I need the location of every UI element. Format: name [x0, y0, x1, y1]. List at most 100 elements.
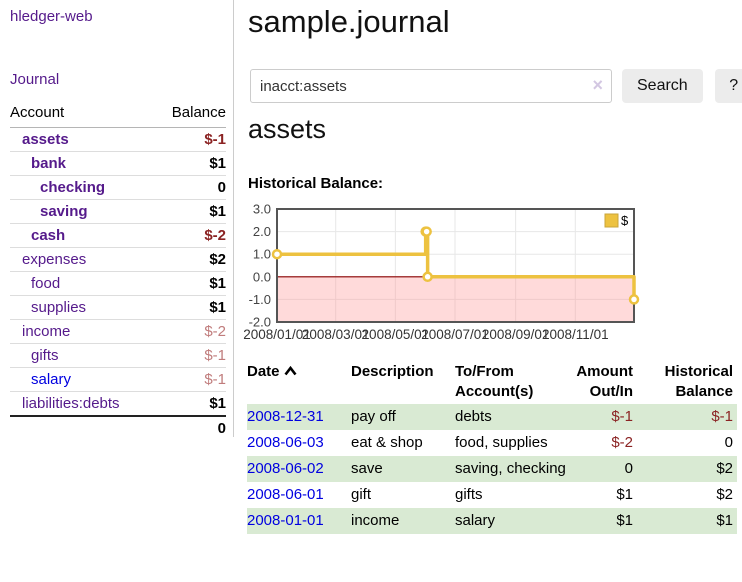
- sort-ascending-icon: [283, 363, 297, 383]
- balance-chart-svg[interactable]: $3.0 2.0 1.0 0.0 -1.0 -2.02008/01/012008/03/0…: [243, 202, 640, 342]
- y-axis-tick-label: 0.0: [253, 269, 271, 284]
- accounts-total-row: 0: [10, 415, 226, 440]
- sidebar-account-link-cash[interactable]: cash: [31, 227, 66, 244]
- account-row: income $-2: [10, 319, 226, 344]
- account-row: gifts $-1: [10, 343, 226, 368]
- transaction-balance: 0: [724, 434, 733, 451]
- transaction-description: income: [351, 512, 400, 529]
- clear-search-icon[interactable]: ×: [592, 75, 603, 95]
- sidebar-account-link-food[interactable]: food: [31, 275, 61, 292]
- historical-balance-chart[interactable]: $3.0 2.0 1.0 0.0 -1.0 -2.0 2008/01/01 2008/03/0…: [243, 202, 640, 342]
- sidebar-account-link-checking[interactable]: checking: [40, 179, 106, 196]
- y-axis-tick-label: -1.0: [249, 292, 271, 307]
- search-button[interactable]: Search: [622, 69, 703, 103]
- accounts-table: Account Balance assets $-1 bank $1 check…: [10, 102, 226, 440]
- legend-swatch: [604, 213, 619, 228]
- sidebar-account-link-expenses[interactable]: expenses: [22, 251, 87, 268]
- account-row: checking 0: [10, 175, 226, 200]
- transaction-date-link[interactable]: 2008-06-03: [247, 434, 324, 451]
- accounts-header-row: Account Balance: [10, 102, 226, 128]
- transaction-description: gift: [351, 486, 372, 503]
- sidebar-account-link-saving[interactable]: saving: [40, 203, 88, 220]
- accounts-total-balance: 0: [154, 415, 226, 440]
- account-heading: assets: [248, 114, 327, 144]
- x-axis-tick-label: 2008/09/01: [482, 327, 550, 342]
- account-row: cash $-2: [10, 223, 226, 248]
- transaction-date-link[interactable]: 2008-12-31: [247, 408, 324, 425]
- register-header-date[interactable]: Date: [247, 360, 347, 404]
- sidebar-divider: [233, 0, 234, 437]
- register-row: 2008-06-03 eat & shop food, supplies $-2…: [247, 430, 737, 456]
- register-table: Date Description To/From Account(s) Amou…: [247, 360, 737, 534]
- account-balance: $2: [154, 247, 226, 272]
- search-input-wrap: ×: [250, 69, 612, 103]
- register-header-description: Description: [351, 363, 434, 380]
- account-balance: $1: [154, 271, 226, 296]
- account-balance: $-2: [154, 223, 226, 248]
- register-row: 2008-12-31 pay off debts $-1 $-1: [247, 404, 737, 430]
- transaction-amount: $-2: [611, 434, 633, 451]
- account-balance: $1: [154, 391, 226, 417]
- sidebar-account-link-supplies[interactable]: supplies: [31, 299, 87, 316]
- register-header-date-label: Date: [247, 363, 280, 380]
- y-axis-tick-label: 1.0: [253, 247, 271, 262]
- transaction-amount: 0: [624, 460, 633, 477]
- accounts-total-spacer: [10, 415, 155, 440]
- register-row: 2008-06-01 gift gifts $1 $2: [247, 482, 737, 508]
- y-axis-tick-label: 3.0: [253, 202, 271, 217]
- account-balance: $-1: [154, 127, 226, 152]
- page-title: sample.journal: [248, 4, 450, 39]
- transaction-description: eat & shop: [351, 434, 423, 451]
- data-point-marker: [421, 226, 432, 237]
- account-balance: $-2: [154, 319, 226, 344]
- account-row: supplies $1: [10, 295, 226, 320]
- register-header-accounts: To/From Account(s): [455, 363, 534, 400]
- x-axis-tick-label: 2008/03/01: [302, 327, 370, 342]
- plot-border: [276, 208, 635, 323]
- transaction-date-link[interactable]: 2008-06-01: [247, 486, 324, 503]
- sidebar-account-link-assets[interactable]: assets: [22, 131, 69, 148]
- y-axis-tick-label: 2.0: [253, 224, 271, 239]
- account-balance: $-1: [154, 367, 226, 392]
- transaction-accounts: debts: [455, 408, 492, 425]
- transaction-balance: $-1: [711, 408, 733, 425]
- transaction-balance: $2: [716, 486, 733, 503]
- transaction-amount: $-1: [611, 408, 633, 425]
- data-point-marker: [271, 248, 283, 260]
- chart-title: Historical Balance:: [248, 175, 384, 192]
- account-row: bank $1: [10, 151, 226, 176]
- register-header-balance: Historical Balance: [664, 363, 733, 400]
- x-axis-tick-label: 2008/05/01: [362, 327, 430, 342]
- account-balance: 0: [154, 175, 226, 200]
- negative-region: [277, 276, 634, 322]
- legend-label: $: [621, 213, 629, 228]
- account-balance: $1: [154, 199, 226, 224]
- transaction-date-link[interactable]: 2008-06-02: [247, 460, 324, 477]
- x-axis-tick-label: 2008/07/01: [421, 327, 489, 342]
- transaction-accounts: saving, checking: [455, 460, 566, 477]
- data-point-marker: [422, 271, 433, 283]
- register-header-row: Date Description To/From Account(s) Amou…: [247, 360, 737, 404]
- transaction-accounts: food, supplies: [455, 434, 548, 451]
- sidebar-account-link-salary[interactable]: salary: [31, 371, 72, 388]
- search-bar: × Search ?: [250, 69, 742, 103]
- brand-link[interactable]: hledger-web: [10, 8, 93, 25]
- sidebar-account-link-bank[interactable]: bank: [31, 155, 67, 172]
- transaction-date-link[interactable]: 2008-01-01: [247, 512, 324, 529]
- y-axis-tick-label: -2.0: [249, 315, 271, 330]
- help-button[interactable]: ?: [714, 69, 742, 103]
- search-input[interactable]: [250, 69, 612, 103]
- transaction-accounts: salary: [455, 512, 496, 529]
- sidebar-account-link-gifts[interactable]: gifts: [31, 347, 59, 364]
- sidebar-account-link-liabilities-debts[interactable]: liabilities:debts: [22, 395, 120, 412]
- account-row: saving $1: [10, 199, 226, 224]
- transaction-amount: $1: [616, 512, 633, 529]
- transaction-balance: $2: [716, 460, 733, 477]
- sidebar-item-journal[interactable]: Journal: [10, 71, 60, 88]
- sidebar-account-link-income[interactable]: income: [22, 323, 71, 340]
- x-axis-tick-label: 2008/01/01: [243, 327, 311, 342]
- account-row: assets $-1: [10, 127, 226, 152]
- transaction-description: pay off: [351, 408, 396, 425]
- register-row: 2008-01-01 income salary $1 $1: [247, 508, 737, 534]
- data-point-marker: [628, 294, 640, 305]
